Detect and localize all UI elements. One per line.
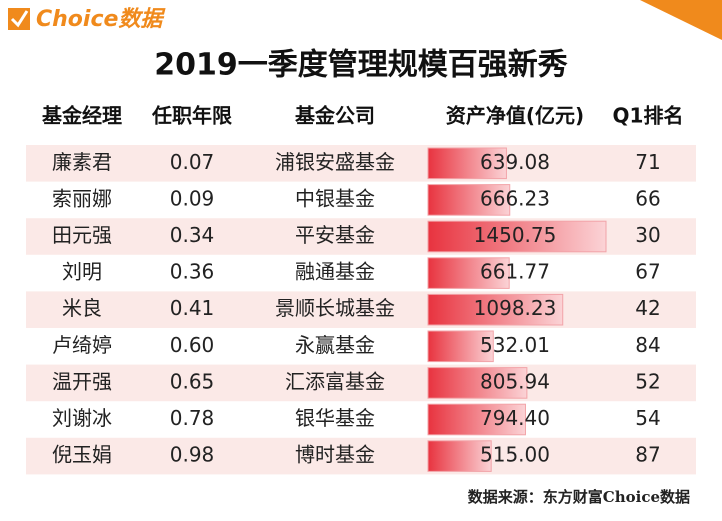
row-stripe — [26, 291, 696, 328]
cell: 0.60 — [170, 333, 215, 357]
cell: 永赢基金 — [295, 333, 375, 357]
data-bar — [427, 184, 511, 216]
data-bar — [427, 367, 528, 399]
cell: 汇添富基金 — [285, 369, 385, 393]
cell: 中银基金 — [295, 186, 375, 210]
cell: 刘谢冰 — [52, 406, 112, 430]
row-stripe — [26, 437, 696, 475]
cell: 84 — [635, 333, 660, 357]
logo-text: Choice数据 — [36, 7, 166, 32]
cell: 66 — [635, 186, 660, 210]
data-bar — [427, 440, 492, 472]
cell: 805.94 — [480, 369, 550, 393]
data-bar — [427, 257, 510, 289]
title: 2019一季度管理规模百强新秀 — [154, 48, 568, 83]
column-header: 任职年限 — [151, 104, 232, 128]
cell: 666.23 — [480, 186, 550, 210]
cell: 1098.23 — [474, 296, 557, 320]
cell: 87 — [635, 443, 660, 467]
cell: 639.08 — [480, 150, 550, 174]
cell: 0.41 — [170, 296, 215, 320]
cell: 1450.75 — [474, 223, 557, 247]
cell: 42 — [635, 296, 660, 320]
column-header: 基金公司 — [295, 104, 375, 128]
cell: 30 — [635, 223, 660, 247]
row-stripe — [26, 364, 696, 402]
cell: 倪玉娟 — [52, 443, 112, 467]
cell: 景顺长城基金 — [275, 296, 395, 320]
data-bar — [427, 220, 607, 253]
cell: 融通基金 — [295, 260, 375, 284]
column-header: 资产净值(亿元) — [446, 104, 584, 128]
cell: 0.65 — [170, 369, 215, 393]
logo-check — [10, 10, 29, 28]
cell: 廉素君 — [52, 150, 112, 174]
cell: 卢绮婷 — [52, 333, 112, 357]
cell: 米良 — [62, 296, 102, 320]
cell: 0.34 — [170, 223, 215, 247]
corner-decoration — [640, 0, 722, 40]
cell: 0.36 — [170, 260, 215, 284]
cell: 刘明 — [62, 260, 102, 284]
column-header: 基金经理 — [42, 104, 122, 128]
cell: 浦银安盛基金 — [275, 150, 395, 174]
data-bar — [427, 293, 564, 326]
cell: 0.07 — [170, 150, 215, 174]
data-bar — [427, 403, 526, 436]
cell: 52 — [635, 369, 660, 393]
cell: 博时基金 — [295, 443, 375, 467]
cell: 661.77 — [480, 260, 550, 284]
data-bar — [427, 330, 494, 363]
cell: 794.40 — [480, 406, 550, 430]
cell: 0.98 — [170, 443, 215, 467]
column-header: Q1排名 — [613, 104, 684, 128]
cell: 515.00 — [480, 443, 550, 467]
row-stripe — [26, 145, 696, 182]
cell: 平安基金 — [295, 223, 375, 247]
cell: 71 — [635, 150, 660, 174]
source: 数据来源：东方财富Choice数据 — [468, 488, 690, 506]
cell: 温开强 — [52, 369, 112, 393]
data-bar — [427, 147, 507, 180]
cell: 67 — [635, 260, 660, 284]
cell: 索丽娜 — [52, 186, 112, 210]
cell: 银华基金 — [295, 406, 375, 430]
cell: 田元强 — [52, 223, 112, 247]
cell: 0.09 — [170, 186, 215, 210]
cell: 532.01 — [480, 333, 550, 357]
cell: 54 — [635, 406, 660, 430]
cell: 0.78 — [170, 406, 215, 430]
